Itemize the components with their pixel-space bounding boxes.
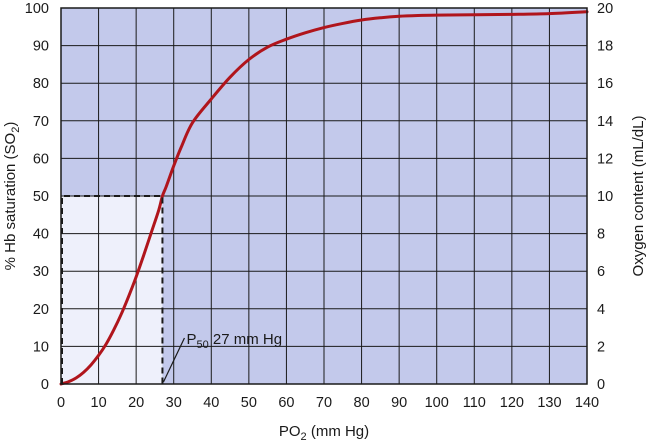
x-tick-label: 70: [316, 395, 332, 411]
x-axis-label-sub: 2: [301, 431, 307, 442]
y-right-tick-label: 4: [597, 302, 605, 318]
x-tick-label: 130: [537, 395, 561, 411]
y-left-tick-label: 60: [33, 151, 49, 167]
x-tick-label: 40: [203, 395, 219, 411]
p50-annotation: P50 27 mm Hg: [186, 331, 282, 351]
y-right-tick-label: 18: [597, 39, 613, 55]
x-tick-label: 50: [241, 395, 257, 411]
y-left-tick-label: 40: [33, 227, 49, 243]
y-right-tick-label: 12: [597, 151, 613, 167]
x-tick-label: 140: [575, 395, 599, 411]
y-left-tick-label: 0: [41, 377, 49, 393]
p50-label-base: P: [186, 331, 196, 348]
y-left-tick-label: 10: [33, 339, 49, 355]
p50-leader-line: [162, 337, 185, 383]
x-tick-label: 100: [425, 395, 449, 411]
y-left-tick-label: 50: [33, 189, 49, 205]
y-left-axis-label-sub: 2: [10, 127, 22, 133]
y-right-tick-label: 0: [597, 377, 605, 393]
x-axis-label: PO2 (mm Hg): [279, 423, 369, 442]
y-right-tick-label: 16: [597, 76, 613, 92]
y-left-tick-label: 90: [33, 39, 49, 55]
x-tick-label: 80: [354, 395, 370, 411]
p50-dashed-box: [61, 195, 164, 384]
y-right-tick-label: 8: [597, 227, 605, 243]
grid: [61, 8, 587, 384]
x-tick-label: 30: [166, 395, 182, 411]
y-left-tick-label: 100: [25, 1, 49, 17]
saturation-curve: [59, 10, 589, 386]
x-tick-label: 10: [91, 395, 107, 411]
x-tick-labels: 0 10 20 30 40 50 60 70 80 90 100 110 120 130 140: [57, 395, 599, 411]
y-left-tick-label: 20: [33, 302, 49, 318]
p50-label-rest: 27 mm Hg: [209, 331, 282, 348]
y-left-tick-label: 30: [33, 264, 49, 280]
y-right-tick-label: 2: [597, 339, 605, 355]
y-left-axis-label-base: % Hb saturation (SO: [2, 133, 19, 271]
x-axis-label-rest: (mm Hg): [307, 423, 370, 440]
x-tick-label: 90: [391, 395, 407, 411]
x-axis-label-base: PO: [279, 423, 301, 440]
y-right-tick-label: 6: [597, 264, 605, 280]
x-tick-label: 60: [278, 395, 294, 411]
y-right-tick-labels: 0 2 4 6 8 10 12 14 16 18 20: [597, 1, 613, 393]
p50-highlight-region: [61, 196, 163, 384]
x-tick-label: 20: [128, 395, 144, 411]
p50-label-sub: 50: [196, 339, 208, 351]
y-left-tick-label: 80: [33, 76, 49, 92]
x-tick-label: 110: [463, 395, 486, 411]
y-right-axis-label: Oxygen content (mL/dL): [630, 116, 647, 277]
y-left-axis-label: % Hb saturation (SO2): [2, 122, 22, 271]
x-tick-label: 120: [500, 395, 524, 411]
plot-frame: [60, 7, 588, 385]
y-left-tick-labels: 0 10 20 30 40 50 60 70 80 90 100: [25, 1, 49, 393]
y-left-tick-label: 70: [33, 114, 49, 130]
y-left-axis-label-rest: ): [2, 122, 19, 127]
y-right-tick-label: 14: [597, 114, 613, 130]
y-right-tick-label: 20: [597, 1, 613, 17]
y-right-tick-label: 10: [597, 189, 613, 205]
x-tick-label: 0: [57, 395, 65, 411]
